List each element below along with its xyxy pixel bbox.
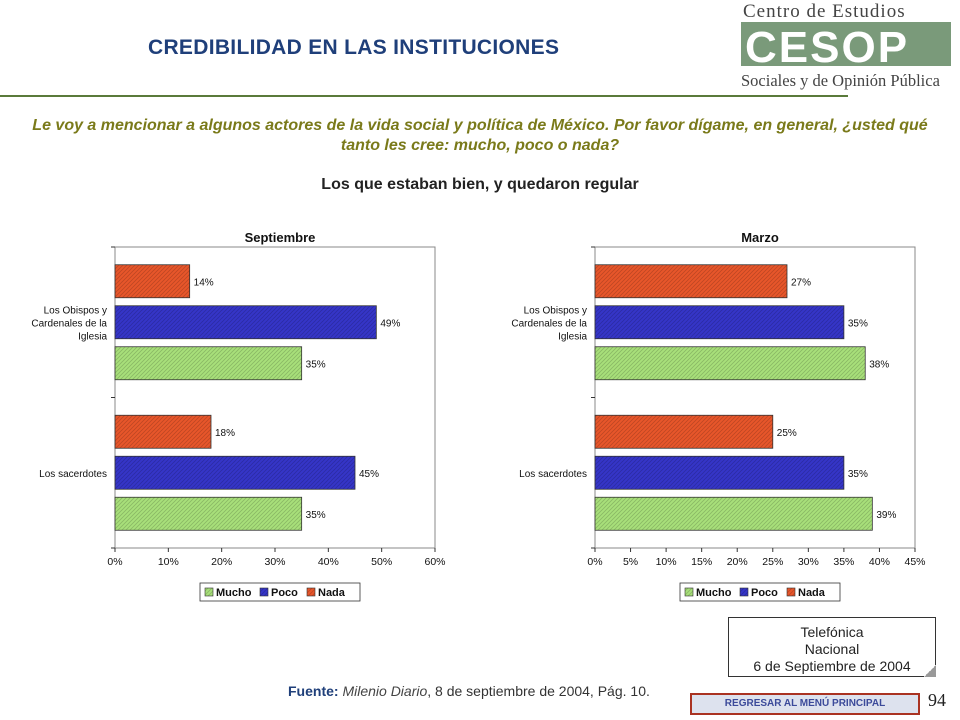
- x-tick-label: 30%: [264, 556, 285, 568]
- chart-title: Marzo: [741, 230, 779, 245]
- legend-swatch-poco: [259, 587, 269, 597]
- x-tick-label: 0%: [587, 556, 602, 568]
- logo-line1: Centro de Estudios: [743, 1, 906, 22]
- section-subtitle: Los que estaban bien, y quedaron regular: [321, 176, 639, 193]
- category-label: Cardenales de la: [511, 318, 587, 329]
- bar-poco: [114, 455, 356, 490]
- bar-poco: [114, 305, 377, 340]
- data-label: 45%: [359, 469, 379, 480]
- bar-mucho: [594, 346, 866, 381]
- chart-svg: Marzo 0% 5% 10% 15% 20% 25% 30% 35% 40% 45% 27% 35% 3…: [511, 230, 926, 602]
- legend-box: [199, 582, 361, 602]
- survey-question: Le voy a mencionar a algunos actores de …: [32, 117, 928, 154]
- data-label: 35%: [306, 359, 326, 370]
- category-label: Los Obispos y: [44, 305, 107, 316]
- bar-poco: [594, 305, 845, 340]
- data-label: 14%: [194, 277, 214, 288]
- source-label: Fuente:: [288, 683, 339, 699]
- data-label: 35%: [306, 510, 326, 521]
- logo-graphic: Centro de Estudios CESOP Sociales y de O…: [741, 1, 951, 90]
- x-tick-label: 5%: [623, 556, 638, 568]
- back-to-menu-button[interactable]: REGRESAR AL MENÚ PRINCIPAL: [690, 693, 920, 715]
- category-label: Los sacerdotes: [519, 469, 587, 480]
- category-label: Iglesia: [78, 331, 107, 342]
- legend-box: [679, 582, 841, 602]
- data-label: 27%: [791, 277, 811, 288]
- page-title: CREDIBILIDAD EN LAS INSTITUCIONES: [148, 36, 560, 59]
- legend-label: Poco: [751, 587, 778, 599]
- source-details: , 8 de septiembre de 2004, Pág. 10.: [427, 683, 650, 699]
- category-label: Cardenales de la: [31, 318, 107, 329]
- legend-label: Poco: [271, 587, 298, 599]
- bar-nada: [114, 414, 212, 449]
- legend-swatch-nada: [786, 587, 796, 597]
- note-line3: 6 de Septiembre de 2004: [753, 658, 911, 674]
- category-label: Los sacerdotes: [39, 469, 107, 480]
- source-citation: Fuente: Milenio Diario, 8 de septiembre …: [288, 683, 650, 699]
- logo-line2: Sociales y de Opinión Pública: [741, 71, 941, 90]
- bar-nada: [594, 414, 774, 449]
- chart-title: Septiembre: [245, 230, 316, 245]
- chart-svg: Septiembre 0% 10% 20% 30% 40% 50% 60% 14% 49% 35% L…: [31, 230, 446, 602]
- data-label: 25%: [777, 428, 797, 439]
- legend-swatch-poco: [739, 587, 749, 597]
- x-tick-label: 60%: [424, 556, 445, 568]
- legend-label: Nada: [318, 587, 346, 599]
- x-tick-label: 10%: [158, 556, 179, 568]
- category-label: Los Obispos y: [524, 305, 587, 316]
- legend-swatch-mucho: [684, 587, 694, 597]
- data-label: 35%: [848, 469, 868, 480]
- cesop-logo: Centro de Estudios CESOP Sociales y de O…: [735, 0, 957, 96]
- legend-label: Nada: [798, 587, 826, 599]
- legend-label: Mucho: [696, 587, 732, 599]
- x-tick-label: 35%: [833, 556, 854, 568]
- data-label: 38%: [869, 359, 889, 370]
- logo-mark: CESOP: [745, 23, 909, 72]
- header-rule: [0, 95, 848, 97]
- bar-nada: [594, 264, 788, 299]
- legend-swatch-mucho: [204, 587, 214, 597]
- bar-mucho: [594, 496, 873, 531]
- data-label: 39%: [876, 510, 896, 521]
- note-line2: Nacional: [804, 641, 860, 657]
- bar-poco: [594, 455, 845, 490]
- category-label: Iglesia: [558, 331, 587, 342]
- x-tick-label: 20%: [211, 556, 232, 568]
- data-label: 18%: [215, 428, 235, 439]
- x-tick-label: 10%: [656, 556, 677, 568]
- note-fold: [924, 665, 936, 677]
- note-line1: Telefónica: [800, 624, 864, 640]
- source-publication: Milenio Diario: [342, 683, 428, 699]
- x-tick-label: 45%: [904, 556, 925, 568]
- page-number: 94: [928, 690, 946, 710]
- survey-note: Telefónica Nacional 6 de Septiembre de 2…: [728, 617, 936, 677]
- x-tick-label: 20%: [727, 556, 748, 568]
- x-tick-label: 0%: [107, 556, 122, 568]
- x-tick-label: 40%: [869, 556, 890, 568]
- x-tick-label: 15%: [691, 556, 712, 568]
- chart-septiembre: Septiembre 0% 10% 20% 30% 40% 50% 60% 14% 49% 35% L…: [0, 228, 460, 610]
- x-tick-label: 25%: [762, 556, 783, 568]
- legend-label: Mucho: [216, 587, 252, 599]
- data-label: 35%: [848, 318, 868, 329]
- x-tick-label: 40%: [318, 556, 339, 568]
- bar-nada: [114, 264, 191, 299]
- x-tick-label: 50%: [371, 556, 392, 568]
- chart-marzo: Marzo 0% 5% 10% 15% 20% 25% 30% 35% 40% 45% 27% 35% 3…: [480, 228, 940, 610]
- bar-mucho: [114, 346, 303, 381]
- bar-mucho: [114, 496, 303, 531]
- x-tick-label: 30%: [798, 556, 819, 568]
- data-label: 49%: [380, 318, 400, 329]
- legend-swatch-nada: [306, 587, 316, 597]
